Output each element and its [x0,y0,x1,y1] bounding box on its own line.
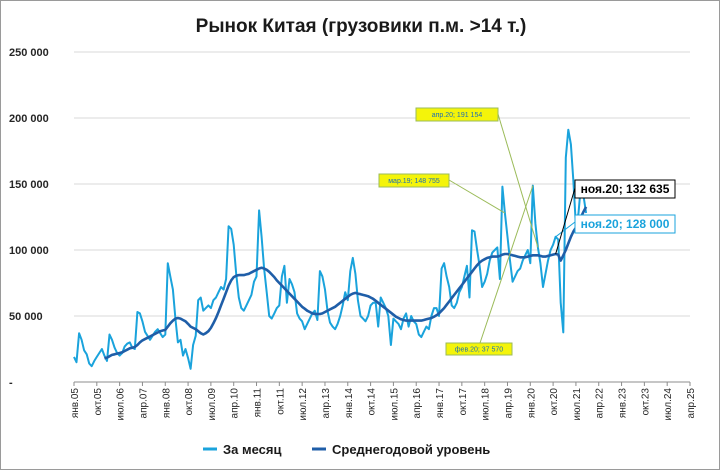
legend-label: Среднегодовой уровень [332,442,490,457]
x-tick-label: апр.10 [230,388,241,419]
y-tick-label: 200 000 [9,113,49,125]
series-line-1 [73,128,588,370]
x-tick-label: окт.14 [367,388,378,416]
annotation-0-2: апр.20; 191 154 [415,107,539,248]
x-tick-label: июл.18 [481,388,492,421]
x-tick-label: апр.16 [412,388,423,419]
annotation-1-0: ноя.20; 132 635 [555,179,676,255]
x-tick-label: окт.23 [640,388,651,416]
x-tick-label: янв.05 [70,388,81,419]
x-tick-label: янв.17 [435,388,446,419]
x-tick-label: янв.14 [344,388,355,419]
annotation-box [445,342,513,356]
x-tick-label: апр.25 [686,388,697,419]
annotation-leader [448,179,506,214]
legend: За месяц Среднегодовой уровень [203,442,490,457]
annotation-label: апр.20; 191 154 [432,112,483,119]
y-tick-label: 50 000 [9,311,43,323]
y-tick-label: 100 000 [9,245,49,257]
annotation-box [378,173,450,188]
annotation-leader [555,221,576,238]
annotation-leader [555,187,576,255]
x-tick-label: окт.17 [458,388,469,416]
x-tick-label: янв.23 [618,388,629,419]
series-line-2 [104,206,588,360]
x-tick-label: окт.05 [93,388,104,416]
x-tick-label: июл.12 [298,388,309,421]
x-tick-label: июл.24 [663,388,674,421]
x-tick-label: июл.21 [572,388,583,421]
annotation-box [415,107,499,122]
x-tick-label: июл.06 [116,388,127,421]
annotation-leader [479,185,534,344]
annotation-0-3: ноя.20; 128 000 [555,214,676,238]
y-tick-label: 250 000 [9,47,49,59]
x-tick-label: апр.22 [595,388,606,419]
x-tick-label: июл.09 [207,388,218,421]
x-tick-label: июл.15 [389,388,400,421]
x-tick-label: апр.19 [503,388,514,419]
gridlines [74,51,690,383]
annotation-0-1: фев.20; 37 570 [445,185,534,356]
x-tick-label: окт.11 [275,388,286,415]
annotation-label: ноя.20; 128 000 [581,217,670,231]
x-tick-label: апр.07 [138,388,149,419]
annotation-0-0: мар.19; 148 755 [378,173,506,214]
annotations: мар.19; 148 755 фев.20; 37 570 апр.20; 191… [378,107,676,356]
series-layer [73,128,588,370]
y-tick-label: 150 000 [9,179,49,191]
annotation-label: ноя.20; 132 635 [581,182,670,196]
x-tick-label: янв.11 [253,388,264,418]
legend-label: За месяц [223,442,281,457]
annotation-box [574,179,676,199]
annotation-label: фев.20; 37 570 [455,347,504,354]
annotation-leader [497,113,539,248]
x-tick-label: окт.08 [184,388,195,416]
x-tick-label: янв.08 [161,388,172,419]
chart-title: Рынок Китая (грузовики п.м. >14 т.) [196,16,527,37]
annotation-label: мар.19; 148 755 [388,178,440,185]
x-tick-label: апр.13 [321,388,332,419]
x-tick-label: янв.20 [526,388,537,419]
y-tick-label: - [9,377,13,389]
x-tick-label: окт.20 [549,388,560,416]
x-axis-ticks: янв.05 окт.05 июл.06 апр.07 янв.08 окт.08 июл.… [70,382,697,421]
annotation-box [574,214,676,234]
y-axis-ticks: - 50 000 100 000 150 000 200 000 250 000 [9,47,49,389]
